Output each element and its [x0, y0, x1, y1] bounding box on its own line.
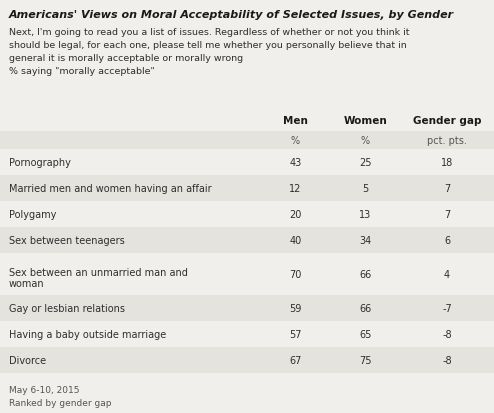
- Bar: [0, 254, 494, 295]
- Text: % saying "morally acceptable": % saying "morally acceptable": [9, 67, 155, 76]
- Text: 70: 70: [289, 269, 302, 279]
- Text: Polygamy: Polygamy: [9, 209, 56, 219]
- Text: 66: 66: [360, 269, 371, 279]
- Text: Divorce: Divorce: [9, 355, 46, 365]
- Text: Married men and women having an affair: Married men and women having an affair: [9, 183, 211, 194]
- Text: -8: -8: [442, 329, 452, 339]
- Text: woman: woman: [9, 278, 44, 288]
- Text: Having a baby outside marriage: Having a baby outside marriage: [9, 329, 166, 339]
- Text: Pornography: Pornography: [9, 158, 71, 168]
- Text: 6: 6: [444, 235, 450, 245]
- Text: Ranked by gender gap: Ranked by gender gap: [9, 398, 111, 407]
- Bar: [0, 110, 494, 132]
- Text: Americans' Views on Moral Acceptability of Selected Issues, by Gender: Americans' Views on Moral Acceptability …: [9, 10, 454, 20]
- Bar: [0, 347, 494, 373]
- Text: 20: 20: [289, 209, 302, 219]
- Bar: [0, 202, 494, 228]
- Text: Sex between teenagers: Sex between teenagers: [9, 235, 124, 245]
- Text: 59: 59: [289, 303, 302, 313]
- Text: 12: 12: [289, 183, 302, 194]
- Text: should be legal, for each one, please tell me whether you personally believe tha: should be legal, for each one, please te…: [9, 41, 407, 50]
- Bar: [0, 132, 494, 150]
- Text: 75: 75: [359, 355, 372, 365]
- Text: 4: 4: [444, 269, 450, 279]
- Text: 34: 34: [360, 235, 371, 245]
- Text: Women: Women: [344, 116, 387, 126]
- Text: 40: 40: [289, 235, 301, 245]
- Text: 7: 7: [444, 183, 450, 194]
- Text: 43: 43: [289, 158, 301, 168]
- Bar: [0, 295, 494, 321]
- Text: general it is morally acceptable or morally wrong: general it is morally acceptable or mora…: [9, 54, 243, 63]
- Text: 67: 67: [289, 355, 302, 365]
- Text: -7: -7: [442, 303, 452, 313]
- Text: 5: 5: [363, 183, 369, 194]
- Text: Gay or lesbian relations: Gay or lesbian relations: [9, 303, 125, 313]
- Text: May 6-10, 2015: May 6-10, 2015: [9, 385, 80, 394]
- Text: 13: 13: [360, 209, 371, 219]
- Text: 25: 25: [359, 158, 372, 168]
- Text: Gender gap: Gender gap: [413, 116, 481, 126]
- Text: 66: 66: [360, 303, 371, 313]
- Bar: [0, 176, 494, 202]
- Text: Men: Men: [283, 116, 308, 126]
- Text: 7: 7: [444, 209, 450, 219]
- Text: %: %: [361, 136, 370, 146]
- Text: Next, I'm going to read you a list of issues. Regardless of whether or not you t: Next, I'm going to read you a list of is…: [9, 28, 410, 37]
- Bar: [0, 150, 494, 176]
- Bar: [0, 228, 494, 254]
- Text: 18: 18: [441, 158, 453, 168]
- Text: pct. pts.: pct. pts.: [427, 136, 467, 146]
- Text: 57: 57: [289, 329, 302, 339]
- Text: -8: -8: [442, 355, 452, 365]
- Bar: [0, 321, 494, 347]
- Text: %: %: [291, 136, 300, 146]
- Text: 65: 65: [359, 329, 372, 339]
- Text: Sex between an unmarried man and: Sex between an unmarried man and: [9, 267, 188, 277]
